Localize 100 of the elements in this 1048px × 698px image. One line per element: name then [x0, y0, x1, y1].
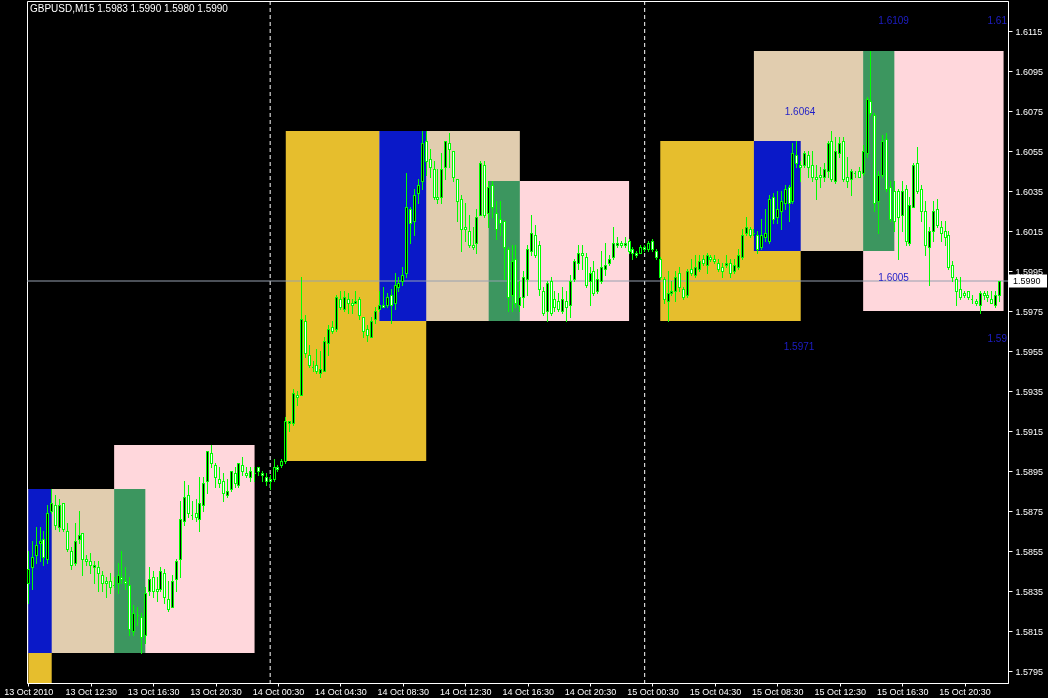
candlestick — [674, 270, 678, 302]
candlestick — [491, 180, 495, 218]
candlestick — [136, 606, 140, 626]
y-tick-label: 1.5875 — [1015, 506, 1044, 517]
candlestick — [807, 150, 811, 178]
candlestick — [307, 344, 311, 368]
candlestick — [104, 576, 108, 598]
x-tick-label: 13 Oct 20:30 — [190, 686, 242, 697]
x-tick-label: 15 Oct 12:30 — [814, 686, 867, 697]
candlestick — [775, 190, 779, 224]
candlestick — [186, 484, 190, 518]
candlestick — [163, 568, 167, 604]
candlestick — [381, 286, 385, 308]
candlestick — [89, 552, 93, 574]
x-tick-label: 14 Oct 16:30 — [502, 686, 554, 697]
candlestick — [97, 560, 101, 592]
candlestick — [760, 218, 764, 250]
candlestick — [448, 132, 452, 168]
candlestick — [810, 150, 814, 182]
x-tick-label: 15 Oct 08:30 — [752, 686, 804, 697]
candlestick — [147, 566, 151, 596]
x-tick-label: 14 Oct 04:30 — [315, 686, 367, 697]
y-tick-label: 1.6115 — [1015, 26, 1043, 37]
candlestick — [818, 166, 822, 188]
candlestick — [658, 256, 662, 280]
y-tick-label: 1.6055 — [1015, 146, 1044, 157]
chart-title: GBPUSD,M15 1.5983 1.5990 1.5980 1.5990 — [30, 3, 229, 14]
candlestick — [561, 286, 565, 314]
y-tick-label: 1.5975 — [1015, 306, 1044, 317]
candlestick — [65, 522, 69, 552]
y-tick-label: 1.5935 — [1015, 386, 1044, 397]
candlestick — [494, 200, 498, 240]
candlestick — [108, 572, 112, 594]
x-tick-label: 14 Oct 00:30 — [252, 686, 305, 697]
y-tick-label: 1.6095 — [1015, 66, 1044, 77]
candlestick — [198, 476, 202, 532]
x-tick-label: 14 Oct 08:30 — [377, 686, 430, 697]
candlestick — [978, 290, 982, 314]
candlestick — [705, 252, 709, 274]
candlestick — [416, 178, 420, 204]
candlestick — [939, 220, 943, 242]
candlestick — [26, 550, 30, 604]
candlestick — [580, 244, 584, 270]
candlestick — [167, 580, 171, 612]
x-tick-label: 15 Oct 00:30 — [627, 686, 679, 697]
candlestick — [611, 226, 615, 260]
x-tick-label: 14 Oct 12:30 — [439, 686, 492, 697]
candlestick — [346, 292, 350, 314]
y-tick-label: 1.6015 — [1015, 226, 1044, 237]
x-tick-label: 13 Oct 2010 — [4, 686, 54, 697]
candlestick — [849, 168, 853, 196]
candlestick — [93, 560, 97, 584]
y-tick-label: 1.5915 — [1015, 426, 1044, 437]
annotation: 1.6109 — [878, 14, 910, 26]
candlestick — [959, 276, 963, 300]
candlestick — [557, 292, 561, 312]
annotation: 1.6005 — [878, 272, 910, 284]
y-tick-label: 1.5795 — [1015, 666, 1044, 677]
y-tick-label: 1.5995 — [1015, 266, 1044, 277]
candlestick — [935, 198, 939, 228]
x-tick-label: 13 Oct 16:30 — [127, 686, 180, 697]
x-tick-label: 15 Oct 04:30 — [689, 686, 742, 697]
candlestick — [100, 570, 104, 592]
candlestick — [998, 280, 1002, 302]
candlestick — [853, 170, 857, 178]
candlestick — [214, 462, 218, 488]
y-tick-label: 1.5835 — [1015, 586, 1044, 597]
candlestick — [814, 164, 818, 200]
candlestick — [377, 290, 381, 312]
candlestick — [666, 270, 670, 322]
annotation: 1.59 — [987, 333, 1008, 344]
x-tick-label: 13 Oct 12:30 — [65, 686, 117, 697]
annotation: 1.5971 — [783, 340, 815, 352]
candlestick — [756, 230, 760, 254]
candlestick — [112, 576, 116, 588]
candlestick — [151, 570, 155, 598]
candlestick — [970, 294, 974, 304]
y-tick-label: 1.5815 — [1015, 626, 1044, 637]
candlestick — [635, 250, 639, 258]
candlestick — [221, 472, 225, 502]
candlestick — [38, 526, 42, 562]
x-tick-label: 14 Oct 20:30 — [564, 686, 617, 697]
y-tick-label: 1.5955 — [1015, 346, 1044, 357]
annotation: 1.61 — [987, 14, 1008, 26]
y-tick-label: 1.5855 — [1015, 546, 1044, 557]
candlestick — [709, 254, 713, 262]
candlestick — [194, 498, 198, 522]
y-tick-label: 1.5895 — [1015, 466, 1044, 477]
candlestick — [342, 290, 346, 312]
candlestick — [370, 316, 374, 338]
candlestick — [315, 348, 319, 374]
candlestick — [229, 470, 233, 492]
annotation: 1.6064 — [784, 106, 816, 118]
candlestick — [175, 558, 179, 592]
x-tick-label: 15 Oct 16:30 — [876, 686, 929, 697]
y-tick-label: 1.6035 — [1015, 186, 1044, 197]
x-tick-label: 15 Oct 20:30 — [939, 686, 991, 697]
y-tick-label: 1.6075 — [1015, 106, 1044, 117]
candlestick — [986, 290, 990, 302]
ref-line-label: 1.5990 — [1013, 276, 1041, 286]
